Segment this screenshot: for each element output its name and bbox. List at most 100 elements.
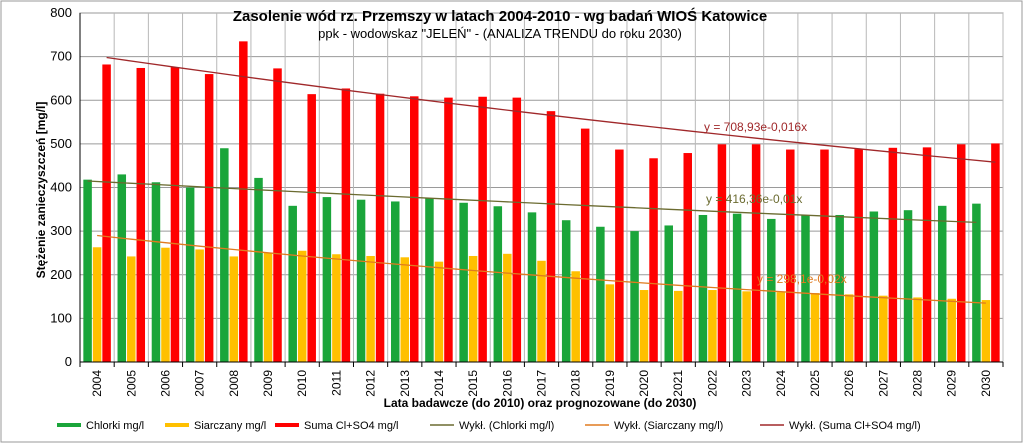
bar-2011-1: [332, 254, 341, 362]
bar-2027-2: [888, 147, 898, 362]
x-tick-label: 2026: [842, 370, 856, 397]
bar-2014-2: [444, 97, 453, 362]
bar-2005-2: [136, 67, 146, 362]
x-tick-label: 2014: [432, 370, 446, 397]
bar-2024-1: [776, 292, 786, 362]
bar-2004-1: [92, 247, 102, 362]
bar-2010-1: [297, 250, 307, 362]
chart-subtitle: ppk - wodowskaz "JELEŃ" - (ANALIZA TREND…: [318, 26, 682, 41]
bar-2021-2: [683, 153, 692, 362]
y-tick-label: 400: [50, 180, 72, 195]
bar-2012-2: [375, 93, 385, 363]
bar-2015-2: [478, 96, 487, 362]
x-tick-label: 2020: [637, 370, 651, 397]
y-tick-label: 600: [50, 92, 72, 107]
bar-2025-2: [820, 149, 829, 362]
x-tick-label: 2021: [671, 370, 685, 397]
x-tick-label: 2016: [500, 370, 514, 397]
legend-swatch-2: [275, 423, 299, 427]
x-tick-label: 2013: [398, 370, 412, 397]
x-tick-label: 2029: [945, 370, 959, 397]
bar-2004-2: [102, 64, 111, 362]
bar-2025-0: [801, 215, 810, 362]
bar-2020-1: [639, 290, 649, 362]
bar-2018-1: [571, 271, 580, 362]
bar-2026-1: [844, 294, 854, 362]
x-tick-label: 2012: [364, 370, 378, 397]
trendlines: [87, 56, 996, 304]
bar-2008-2: [239, 41, 248, 362]
x-tick-label: 2007: [193, 370, 207, 397]
y-tick-label: 300: [50, 223, 72, 238]
bar-2009-0: [254, 177, 263, 362]
legend-label-0: Chlorki mg/l: [86, 420, 144, 432]
x-tick-label: 2005: [124, 370, 138, 397]
bar-2009-1: [263, 252, 273, 362]
bar-2028-1: [913, 297, 922, 362]
x-tick-label: 2011: [329, 370, 343, 396]
x-tick-label: 2024: [774, 370, 788, 397]
bar-2007-0: [185, 187, 195, 362]
bar-2008-1: [229, 256, 239, 362]
bar-2029-2: [956, 144, 966, 362]
bar-2023-0: [732, 213, 742, 362]
legend-label-4: Wykł. (Siarczany mg/l): [614, 420, 723, 432]
bars: [83, 41, 1000, 363]
bar-2015-1: [468, 255, 478, 362]
bar-2021-1: [673, 290, 683, 362]
x-tick-label: 2015: [466, 370, 480, 397]
bar-2020-0: [630, 231, 639, 362]
x-tick-label: 2030: [979, 370, 993, 397]
bar-2008-0: [220, 148, 229, 362]
bar-2013-2: [410, 96, 419, 362]
bar-2022-0: [698, 214, 708, 362]
bar-2004-0: [83, 179, 92, 362]
x-tick-label: 2006: [158, 370, 172, 397]
bar-2017-1: [537, 260, 546, 362]
y-tick-label: 0: [65, 354, 72, 369]
bar-2030-0: [972, 203, 981, 362]
bar-2015-0: [459, 202, 468, 362]
y-tick-label: 500: [50, 136, 72, 151]
bar-2007-2: [204, 74, 214, 362]
bar-2016-0: [493, 206, 503, 362]
bar-2029-0: [937, 205, 947, 362]
y-tick-label: 800: [50, 5, 72, 20]
bar-2011-0: [322, 197, 332, 362]
legend-swatch-1: [165, 423, 189, 427]
bar-2019-0: [596, 226, 605, 362]
y-axis-title: Stężenie zanieczyszczeń [mg/l]: [34, 102, 48, 279]
legend-label-3: Wykł. (Chlorki mg/l): [459, 420, 554, 432]
bar-2013-0: [391, 201, 400, 362]
x-tick-label: 2023: [740, 370, 754, 397]
bar-2023-2: [751, 144, 761, 362]
bar-2026-0: [835, 214, 844, 362]
x-tick-label: 2017: [535, 370, 549, 397]
legend-label-2: Suma Cl+SO4 mg/l: [304, 420, 398, 432]
bar-2029-1: [947, 298, 956, 362]
y-tick-label: 200: [50, 267, 72, 282]
legend-label-5: Wykł. (Suma Cl+SO4 mg/l): [789, 420, 921, 432]
bar-2023-1: [742, 291, 751, 362]
bar-2012-0: [356, 199, 366, 362]
bar-2030-1: [981, 300, 991, 362]
bar-2022-1: [708, 290, 717, 362]
x-tick-label: 2019: [603, 370, 617, 397]
y-tick-label: 700: [50, 49, 72, 64]
x-tick-label: 2028: [911, 370, 925, 397]
bar-2027-1: [879, 295, 888, 362]
trend-equations: y = 416,36e-0,01x y = 298,1e-0,02x y = 708…: [704, 120, 847, 286]
trendline-1: [97, 234, 986, 304]
bar-2024-2: [786, 149, 795, 362]
trend-equation-2: y = 708,93e-0,016x: [704, 120, 807, 134]
bar-2018-2: [580, 128, 590, 362]
x-tick-label: 2018: [569, 370, 583, 397]
x-tick-label: 2010: [295, 370, 309, 397]
bar-2006-2: [170, 67, 180, 362]
bar-2028-2: [922, 147, 932, 362]
bar-2018-0: [561, 220, 571, 362]
x-tick-label: 2025: [808, 370, 822, 397]
trendline-2: [106, 56, 996, 163]
bar-2011-2: [341, 88, 351, 362]
